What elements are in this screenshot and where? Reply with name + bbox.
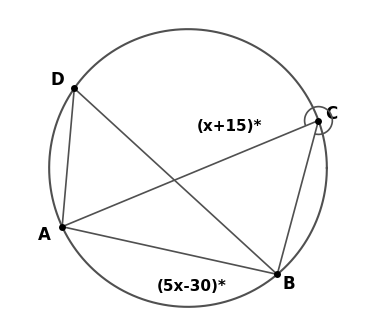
Text: (x+15)*: (x+15)* bbox=[197, 119, 262, 134]
Text: B: B bbox=[282, 275, 295, 293]
Text: D: D bbox=[51, 71, 64, 89]
Text: (5x-30)*: (5x-30)* bbox=[157, 279, 227, 294]
Text: C: C bbox=[325, 104, 337, 123]
Text: A: A bbox=[38, 226, 50, 244]
